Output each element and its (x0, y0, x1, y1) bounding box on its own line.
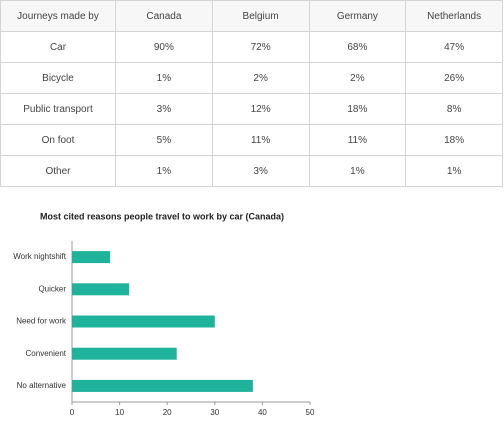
row-label: On foot (0, 124, 116, 156)
cell: 1% (405, 155, 503, 187)
cell: 1% (115, 155, 213, 187)
cell: 3% (211, 155, 310, 187)
cell: Netherlands (405, 0, 503, 32)
cell: 18% (405, 124, 503, 156)
bar (72, 347, 177, 360)
row-label: Bicycle (0, 62, 116, 94)
cell: 2% (308, 62, 407, 94)
x-tick-label: 40 (258, 408, 267, 417)
table-row: Bicycle 1% 2% 2% 26% (0, 62, 503, 94)
row-label: Car (0, 31, 116, 63)
bar (72, 315, 215, 328)
table-row: Other 1% 3% 1% 1% (0, 155, 503, 187)
cell: 90% (115, 31, 213, 63)
x-tick-label: 0 (70, 408, 75, 417)
y-tick-label: No alternative (17, 381, 67, 390)
cell: Belgium (211, 0, 310, 32)
cell: 47% (405, 31, 503, 63)
x-tick-label: 30 (210, 408, 219, 417)
cell: 11% (211, 124, 310, 156)
y-tick-label: Need for work (16, 317, 67, 326)
bar (72, 251, 111, 264)
cell: 1% (308, 155, 407, 187)
table-row: Car 90% 72% 68% 47% (0, 31, 503, 63)
chart: Most cited reasons people travel to work… (13, 211, 315, 417)
table-row: Public transport 3% 12% 18% 8% (0, 93, 503, 125)
row-label: Other (0, 155, 116, 187)
x-tick-label: 10 (115, 408, 124, 417)
cell: 2% (211, 62, 310, 94)
chart-title: Most cited reasons people travel to work… (40, 211, 284, 221)
cell: Canada (115, 0, 213, 32)
bar (72, 283, 130, 296)
bar (72, 379, 253, 392)
x-tick-label: 50 (306, 408, 315, 417)
y-tick-label: Convenient (26, 349, 67, 358)
cell: 11% (308, 124, 407, 156)
cell: 26% (405, 62, 503, 94)
cell: 12% (211, 93, 310, 125)
row-label: Journeys made by (0, 0, 116, 32)
row-label: Public transport (0, 93, 116, 125)
cell: 18% (308, 93, 407, 125)
cell: 3% (115, 93, 213, 125)
y-tick-label: Quicker (38, 284, 66, 293)
cell: 5% (115, 124, 213, 156)
journeys-table: Journeys made by Canada Belgium Germany Neth… (0, 0, 503, 187)
y-tick-label: Work nightshift (13, 252, 67, 261)
cell: 8% (405, 93, 503, 125)
table-row: On foot 5% 11% 11% 18% (0, 124, 503, 156)
cell: 68% (308, 31, 407, 63)
cell: Germany (308, 0, 407, 32)
cell: 1% (115, 62, 213, 94)
header-row: Journeys made by Canada Belgium Germany Neth… (0, 0, 503, 32)
x-tick-label: 20 (163, 408, 172, 417)
cell: 72% (211, 31, 310, 63)
